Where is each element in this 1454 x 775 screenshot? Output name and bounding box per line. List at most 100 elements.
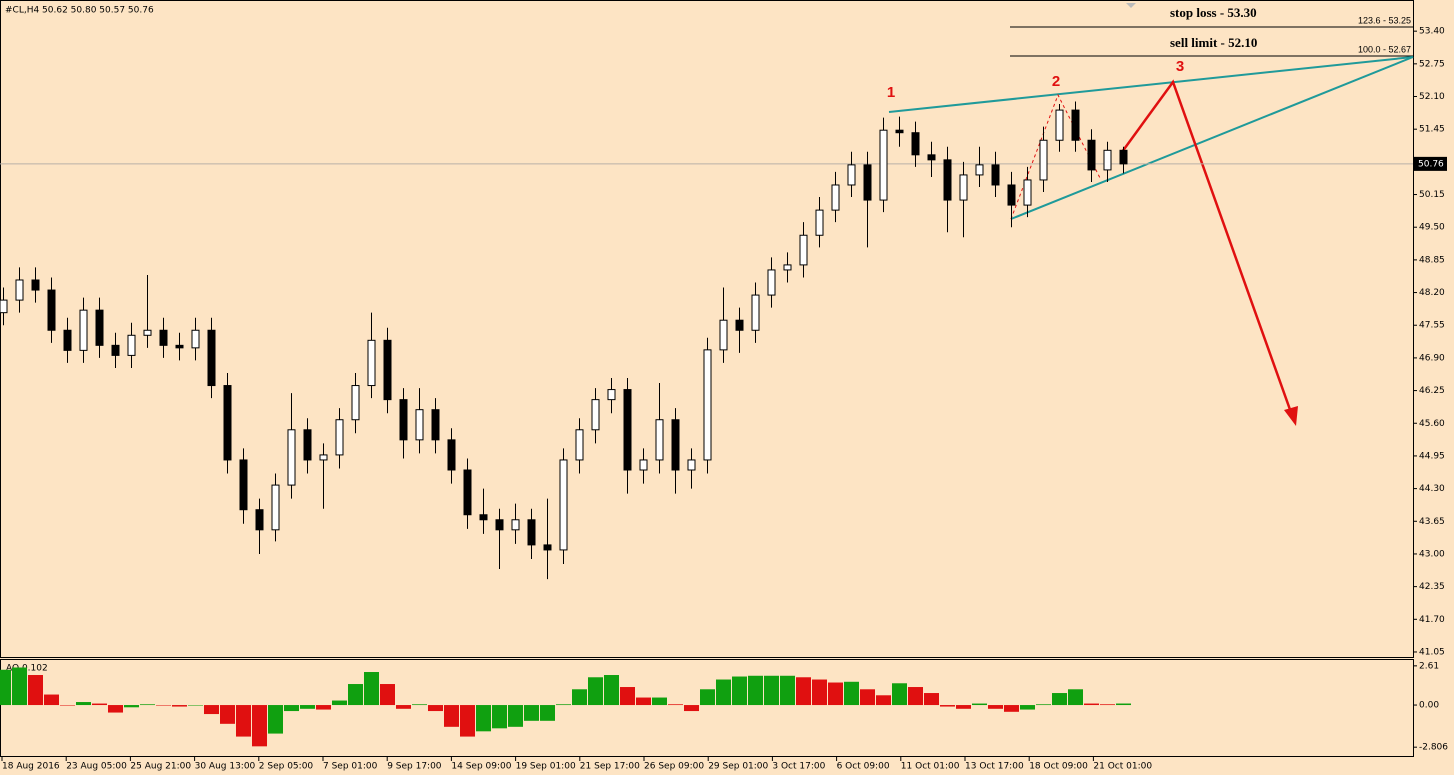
candle-body xyxy=(143,329,152,336)
y-tick-label: 52.75 xyxy=(1419,59,1445,69)
ao-bar xyxy=(684,705,699,712)
y-tick-label: 43.65 xyxy=(1419,517,1445,527)
candle-body xyxy=(79,309,88,351)
ao-bar xyxy=(908,687,923,706)
candle-body xyxy=(479,514,488,521)
candle-body xyxy=(367,339,376,387)
ao-bar xyxy=(668,704,683,706)
candle-body xyxy=(351,385,360,421)
candle-body xyxy=(383,339,392,401)
candle-body xyxy=(255,509,264,531)
current-price-box xyxy=(1414,156,1447,171)
candle-body xyxy=(815,209,824,236)
candle-body xyxy=(591,399,600,431)
y-tick-label: 45.60 xyxy=(1419,419,1445,429)
ao-bar xyxy=(892,683,907,706)
x-tick-label: 13 Oct 17:00 xyxy=(965,762,1024,772)
ao-bar xyxy=(940,705,955,707)
ao-bar xyxy=(156,705,171,706)
candle-body xyxy=(799,234,808,266)
forecast-arrow xyxy=(1120,79,1295,419)
candle-body xyxy=(319,454,328,461)
x-tick-label: 21 Sep 17:00 xyxy=(580,762,640,772)
candle-body xyxy=(159,329,168,346)
candle-body xyxy=(1087,139,1096,171)
sell-limit-label: sell limit - 52.10 xyxy=(1170,35,1257,50)
candle-body xyxy=(911,132,920,156)
ao-bar xyxy=(588,677,603,706)
candle-body xyxy=(671,419,680,471)
ao-bar xyxy=(828,682,843,706)
x-tick-label: 7 Sep 01:00 xyxy=(323,762,378,772)
main-panel-border xyxy=(0,0,1414,658)
candle-body xyxy=(575,429,584,461)
ao-bar xyxy=(252,705,267,747)
ao-bar xyxy=(428,705,443,712)
ao-bar xyxy=(28,675,43,706)
ao-bar xyxy=(0,669,11,706)
x-tick-label: 18 Oct 09:00 xyxy=(1029,762,1088,772)
y-tick-label: 53.40 xyxy=(1419,27,1445,37)
ao-bar xyxy=(732,676,747,706)
ao-bar xyxy=(460,705,475,737)
ao-bar xyxy=(812,679,827,706)
candle-body xyxy=(0,299,8,314)
ao-bar xyxy=(300,705,315,709)
candle-body xyxy=(687,459,696,471)
ao-bar xyxy=(316,705,331,710)
candle-body xyxy=(559,459,568,551)
ao-bar xyxy=(620,687,635,706)
candle-body xyxy=(447,439,456,471)
ao-bar xyxy=(1004,705,1019,712)
ao-bar xyxy=(108,705,123,713)
ao-bar xyxy=(1068,689,1083,706)
ao-bar xyxy=(572,689,587,706)
candle-body xyxy=(735,319,744,331)
ao-bar xyxy=(124,705,139,708)
candle-body xyxy=(623,389,632,471)
candle-body xyxy=(959,174,968,201)
y-tick-label: 41.05 xyxy=(1419,647,1445,657)
ao-bar xyxy=(748,675,763,706)
candle-body xyxy=(239,459,248,511)
ao-bar xyxy=(284,705,299,712)
candle-body xyxy=(783,264,792,271)
candle-body xyxy=(831,184,840,211)
ao-bar xyxy=(636,697,651,706)
candle-body xyxy=(223,385,232,461)
ao-bar xyxy=(444,705,459,727)
y-tick-label: 47.55 xyxy=(1419,321,1445,331)
ao-bar xyxy=(1084,703,1099,706)
candle-body xyxy=(31,279,40,291)
candle-body xyxy=(47,289,56,331)
ao-bar xyxy=(396,705,411,709)
x-tick-label: 25 Aug 21:00 xyxy=(130,762,191,772)
x-tick-label: 21 Oct 01:00 xyxy=(1093,762,1152,772)
candle-body xyxy=(399,399,408,441)
y-tick-label: 49.50 xyxy=(1419,223,1445,233)
ao-bar xyxy=(860,689,875,706)
candle-body xyxy=(1039,139,1048,181)
candle-body xyxy=(95,309,104,346)
x-tick-label: 11 Oct 01:00 xyxy=(901,762,960,772)
candle-body xyxy=(927,154,936,161)
ao-bar xyxy=(876,695,891,706)
ao-bar xyxy=(1100,704,1115,706)
ao-bar xyxy=(364,672,379,706)
candle-body xyxy=(1007,184,1016,206)
wave-label: 2 xyxy=(1052,73,1060,90)
y2-tick-label: 2.61 xyxy=(1419,661,1439,671)
y-tick-label: 44.30 xyxy=(1419,484,1445,494)
x-tick-label: 23 Aug 05:00 xyxy=(66,762,127,772)
y-tick-label: 42.35 xyxy=(1419,582,1445,592)
y-tick-label: 46.90 xyxy=(1419,353,1445,363)
candle-body xyxy=(991,164,1000,186)
y-tick-label: 46.25 xyxy=(1419,386,1445,396)
candle-body xyxy=(1055,109,1064,141)
ao-bar xyxy=(924,693,939,706)
x-tick-label: 9 Sep 17:00 xyxy=(387,762,442,772)
candle-body xyxy=(303,429,312,461)
ao-bar xyxy=(60,705,75,706)
ao-bar xyxy=(716,679,731,706)
